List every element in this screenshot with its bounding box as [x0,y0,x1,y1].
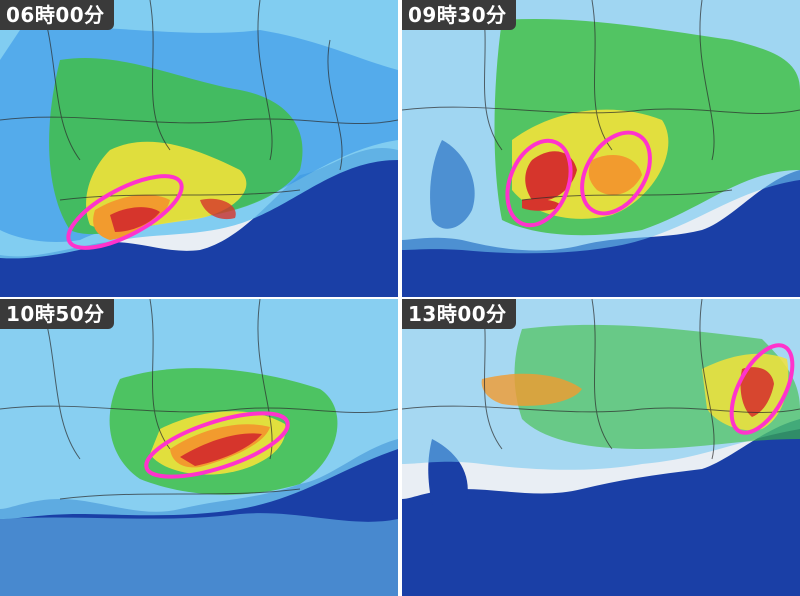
radar-panel-0930: 09時30分 [402,0,800,297]
time-label: 06時00分 [0,0,114,30]
heavy-rain-highlight-ellipse-1 [505,138,573,228]
radar-map-1300 [402,299,800,596]
radar-map-1050 [0,299,398,596]
rain-red-area-2 [522,199,562,211]
time-label: 10時50分 [0,299,114,329]
heavy-rain-highlight-ellipse-2 [580,130,652,216]
heavy-rain-highlight-ellipse [66,174,184,250]
radar-panel-0600: 06時00分 [0,0,398,297]
rain-orange-area [481,373,582,406]
rain-orange-area [588,155,642,195]
radar-map-0600 [0,0,398,297]
heavy-rain-highlight-ellipse [729,343,795,435]
time-label: 13時00分 [402,299,516,329]
radar-panel-1300: 13時00分 [402,299,800,596]
heavy-rain-highlight-ellipse [144,411,290,479]
radar-map-0930 [402,0,800,297]
prefecture-borders [402,0,800,201]
rain-red-area [110,207,160,232]
rain-light-area-sea [0,513,398,596]
rain-red-area-2 [200,198,236,220]
rain-red-area [180,433,262,466]
rain-red-area [525,151,577,201]
rain-red-area [740,367,774,417]
radar-panel-1050: 10時50分 [0,299,398,596]
time-label: 09時30分 [402,0,516,30]
